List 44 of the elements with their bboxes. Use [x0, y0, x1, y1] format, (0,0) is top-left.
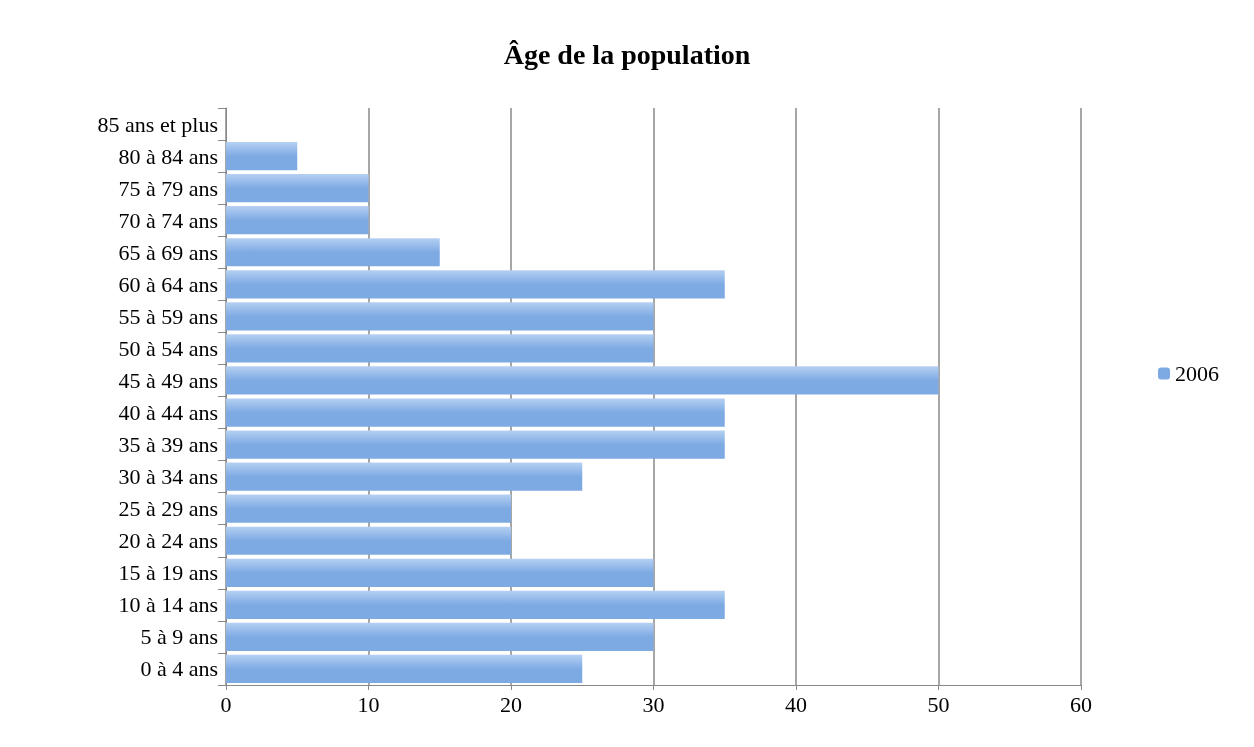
y-tick-label: 20 à 24 ans [118, 528, 218, 554]
bar [226, 334, 654, 363]
bar [226, 590, 725, 619]
x-tick-label: 50 [927, 691, 950, 717]
y-tick-label: 60 à 64 ans [118, 271, 218, 297]
y-tick-label: 85 ans et plus [97, 111, 218, 137]
bar [226, 302, 654, 331]
y-tick-label: 50 à 54 ans [118, 335, 218, 361]
x-tick-label: 30 [642, 691, 665, 717]
y-tick-label: 75 à 79 ans [118, 175, 218, 201]
bar [226, 462, 583, 491]
bar [226, 558, 654, 587]
bar [226, 430, 725, 459]
y-tick-label: 5 à 9 ans [140, 624, 218, 650]
y-tick-label: 10 à 14 ans [118, 592, 218, 618]
bar [226, 206, 369, 235]
y-tick-label: 40 à 44 ans [118, 400, 218, 426]
x-tick-label: 40 [785, 691, 807, 717]
bar [226, 526, 511, 555]
bar [226, 366, 939, 395]
x-tick-label: 0 [220, 691, 232, 717]
x-tick-label: 10 [357, 691, 380, 717]
y-tick-label: 65 à 69 ans [118, 239, 218, 265]
bar [226, 494, 511, 523]
y-tick-label: 70 à 74 ans [118, 207, 218, 233]
y-tick-label: 80 à 84 ans [118, 143, 218, 169]
y-tick-label: 0 à 4 ans [140, 656, 218, 682]
x-tick-label: 20 [500, 691, 522, 717]
bar [226, 174, 369, 203]
bar [226, 398, 725, 427]
bar [226, 622, 654, 652]
chart-title: Âge de la population [503, 38, 751, 70]
y-tick-label: 45 à 49 ans [118, 367, 218, 393]
y-tick-label: 15 à 19 ans [118, 560, 218, 586]
bar [226, 141, 298, 171]
y-tick-label: 55 à 59 ans [118, 303, 218, 329]
bar [226, 238, 440, 267]
legend-label: 2006 [1175, 361, 1219, 386]
bar [226, 270, 725, 299]
y-tick-label: 30 à 34 ans [118, 464, 218, 490]
bar [226, 654, 583, 684]
x-tick-label: 60 [1070, 691, 1092, 717]
y-tick-label: 25 à 29 ans [118, 496, 218, 522]
y-tick-label: 35 à 39 ans [118, 432, 218, 458]
